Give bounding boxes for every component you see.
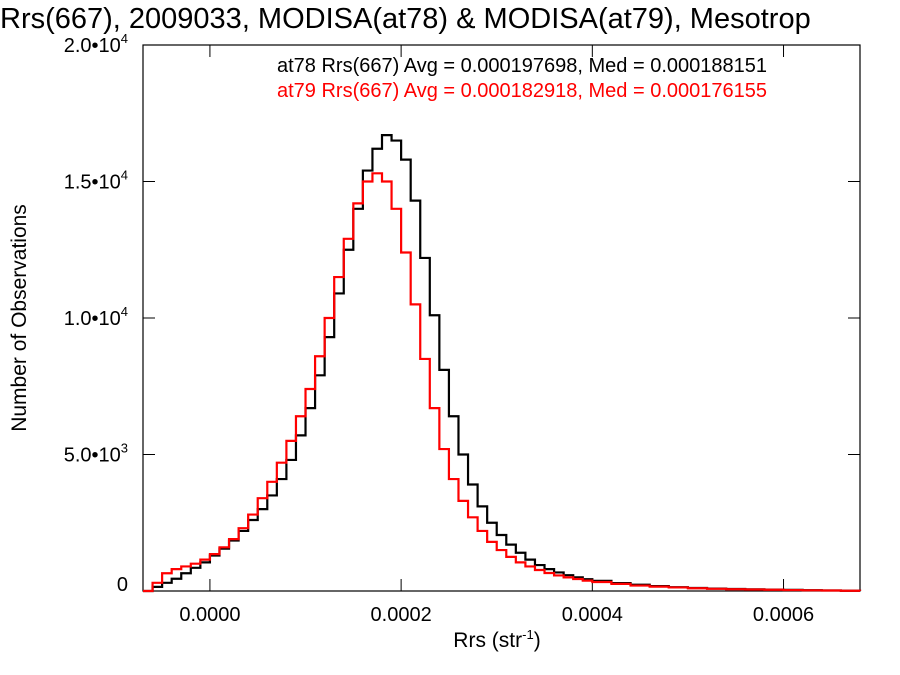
x-axis-ticks: 0.0000 0.0002 0.0004 0.0006 [179, 45, 814, 626]
series-at79-line [143, 172, 862, 593]
y-tick-label: 2.0•104 [64, 31, 128, 57]
y-axis-ticks: 0 5.0•103 1.0•104 1.5•104 2.0•104 [64, 31, 860, 596]
y-tick-label: 0 [117, 574, 128, 596]
stats-legend: at78 Rrs(667) Avg = 0.000197698, Med = 0… [277, 55, 767, 102]
y-tick-label: 1.0•104 [64, 304, 128, 330]
y-tick-label: 5.0•103 [64, 441, 128, 467]
x-tick-label: 0.0004 [562, 604, 623, 626]
series-at79-stats: at79 Rrs(667) Avg = 0.000182918, Med = 0… [277, 80, 767, 102]
chart-title: Rrs(667), 2009033, MODISA(at78) & MODISA… [0, 3, 811, 35]
series-layer [143, 133, 862, 593]
y-tick-label: 1.5•104 [64, 168, 128, 194]
x-tick-label: 0.0002 [371, 604, 432, 626]
y-axis-label: Number of Observations [8, 204, 31, 432]
series-at78-line [143, 133, 862, 593]
series-at78-stats: at78 Rrs(667) Avg = 0.000197698, Med = 0… [277, 55, 767, 77]
plot-frame [142, 44, 861, 592]
x-tick-label: 0.0006 [753, 604, 814, 626]
x-tick-label: 0.0000 [179, 604, 240, 626]
x-axis-label: Rrs (str-1) [453, 627, 540, 652]
